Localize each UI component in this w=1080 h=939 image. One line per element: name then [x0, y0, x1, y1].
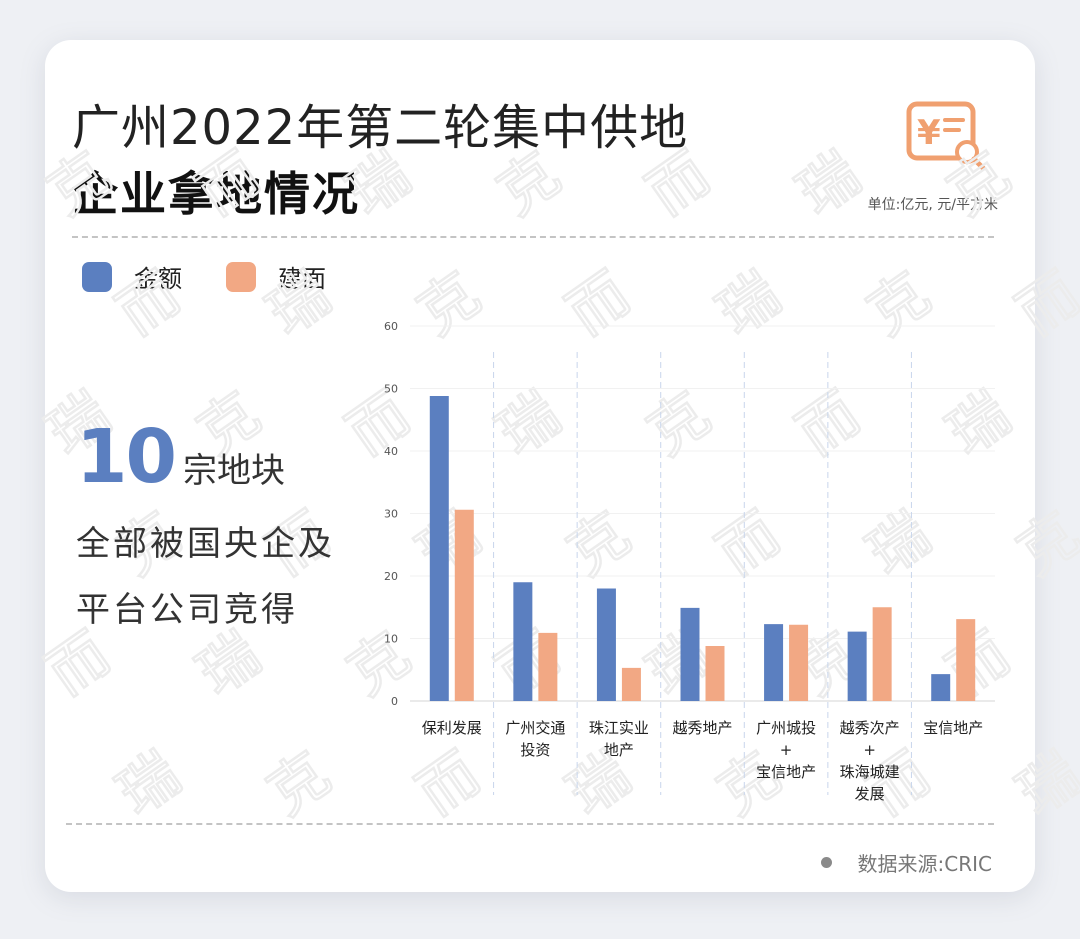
x-tick-label: 发展	[855, 785, 885, 803]
source-label: 数据来源:CRIC	[857, 852, 992, 876]
svg-text:¥: ¥	[917, 113, 941, 153]
top-divider	[72, 236, 994, 238]
bar-area	[872, 607, 892, 701]
legend: 金额 建面	[82, 259, 370, 294]
legend-label-amount: 金额	[134, 265, 182, 293]
bar-amount	[596, 588, 616, 701]
legend-item-area: 建面	[226, 259, 326, 294]
bar-area	[538, 632, 558, 701]
y-tick-label: 10	[384, 633, 398, 646]
bar-area	[789, 624, 809, 701]
bar-area	[956, 619, 976, 701]
land-count-unit: 宗地块	[182, 451, 285, 491]
x-tick-label: 宝信地产	[923, 719, 983, 737]
x-tick-label: 越秀地产	[672, 719, 732, 737]
x-tick-label: +	[863, 741, 876, 759]
x-tick-label: 保利发展	[422, 719, 482, 737]
finance-search-icon: ¥	[906, 101, 986, 171]
bar-amount	[847, 631, 867, 701]
bar-amount	[931, 674, 951, 701]
bar-amount	[764, 624, 784, 701]
bar-amount	[429, 396, 449, 701]
highlight-block: 10 宗地块	[76, 414, 285, 500]
highlight-line-3: 平台公司竞得	[76, 590, 298, 630]
x-tick-label: 珠海城建	[840, 763, 900, 781]
chart-title: 广州2022年第二轮集中供地	[72, 100, 689, 156]
x-tick-label: 广州城投	[756, 719, 816, 737]
x-tick-label: 投资	[520, 741, 550, 759]
land-count: 10	[76, 414, 177, 500]
x-tick-label: 地产	[604, 741, 634, 759]
legend-label-area: 建面	[278, 265, 326, 293]
bar-amount	[513, 582, 533, 701]
bar-area	[454, 509, 474, 701]
x-tick-label: 珠江实业	[589, 719, 649, 737]
unit-label: 单位:亿元, 元/平方米	[867, 197, 998, 213]
source-dot	[820, 857, 832, 868]
bar-area	[705, 646, 725, 701]
y-tick-label: 0	[391, 695, 398, 708]
x-tick-label: 越秀次产	[840, 719, 900, 737]
legend-swatch-area	[226, 261, 256, 292]
x-tick-label: 宝信地产	[756, 763, 816, 781]
y-tick-label: 50	[384, 383, 398, 396]
y-tick-label: 40	[384, 445, 398, 458]
highlight-line-2: 全部被国央企及	[76, 524, 335, 564]
chart-subtitle: 企业拿地情况	[72, 167, 360, 221]
bar-amount	[680, 607, 700, 701]
legend-item-amount: 金额	[82, 259, 182, 294]
legend-swatch-amount	[82, 261, 112, 292]
bar-area	[621, 667, 641, 701]
data-source: 数据来源:CRIC	[820, 848, 992, 877]
y-tick-label: 20	[384, 570, 398, 583]
x-tick-label: 广州交通	[505, 719, 565, 737]
y-tick-label: 30	[384, 508, 398, 521]
chart-card	[45, 40, 1035, 892]
bottom-divider	[66, 823, 994, 825]
x-tick-label: +	[780, 741, 793, 759]
y-tick-label: 60	[384, 320, 398, 333]
